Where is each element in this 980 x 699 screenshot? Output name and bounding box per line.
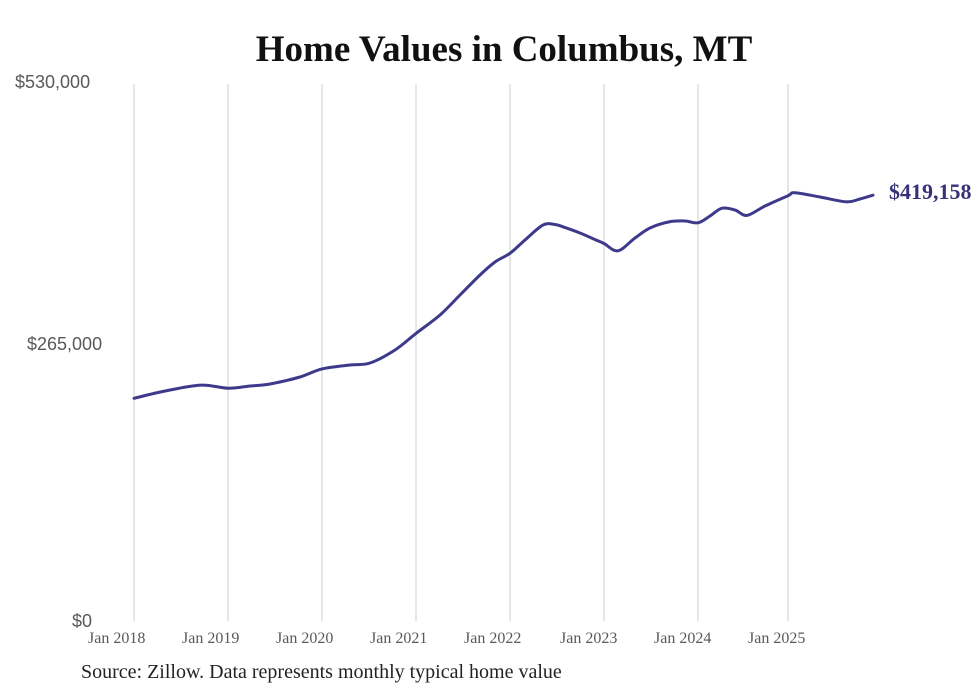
svg-text:Jan 2019: Jan 2019 — [182, 630, 239, 647]
svg-text:$419,158: $419,158 — [889, 179, 972, 204]
svg-text:Jan 2018: Jan 2018 — [88, 630, 145, 647]
svg-text:Jan 2020: Jan 2020 — [276, 630, 333, 647]
svg-text:Jan 2025: Jan 2025 — [748, 630, 805, 647]
svg-text:Jan 2023: Jan 2023 — [560, 630, 617, 647]
svg-text:Jan 2021: Jan 2021 — [370, 630, 427, 647]
svg-text:Jan 2022: Jan 2022 — [464, 630, 521, 647]
svg-text:$0: $0 — [72, 611, 92, 631]
svg-text:Jan 2024: Jan 2024 — [654, 630, 711, 647]
svg-text:$265,000: $265,000 — [27, 334, 102, 354]
svg-text:$530,000: $530,000 — [15, 72, 90, 92]
